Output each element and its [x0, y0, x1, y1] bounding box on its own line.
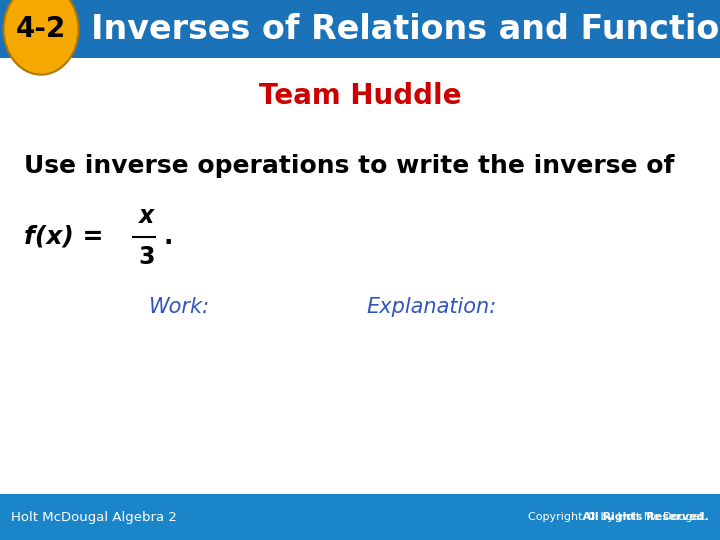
- Text: All Rights Reserved.: All Rights Reserved.: [413, 512, 709, 522]
- Bar: [0, 0, 720, 58]
- Text: 4-2: 4-2: [16, 15, 66, 43]
- Bar: [0, 494, 720, 540]
- Text: Use inverse operations to write the inverse of: Use inverse operations to write the inve…: [24, 154, 674, 178]
- Text: Inverses of Relations and Functions: Inverses of Relations and Functions: [91, 12, 720, 46]
- Text: f(x) =: f(x) =: [24, 225, 112, 248]
- Text: .: .: [163, 225, 173, 248]
- Text: Team Huddle: Team Huddle: [258, 82, 462, 110]
- Text: Explanation:: Explanation:: [367, 296, 497, 317]
- Text: x: x: [138, 204, 154, 228]
- Ellipse shape: [4, 0, 78, 75]
- Text: Copyright © by Holt Mc Dougal.: Copyright © by Holt Mc Dougal.: [528, 512, 709, 522]
- Text: 3: 3: [138, 245, 154, 269]
- Text: Holt McDougal Algebra 2: Holt McDougal Algebra 2: [11, 510, 176, 524]
- Text: Work:: Work:: [150, 296, 210, 317]
